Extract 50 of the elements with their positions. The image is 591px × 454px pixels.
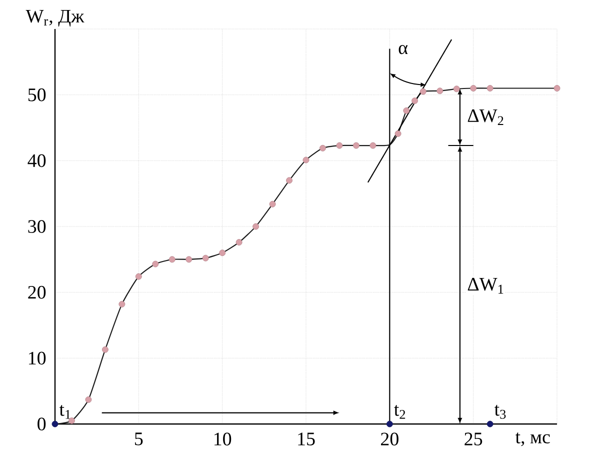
point: [336, 142, 343, 149]
point: [453, 86, 460, 92]
y-tick-label: 40: [28, 154, 46, 168]
point: [302, 156, 310, 164]
y-tick-label: 20: [28, 286, 46, 299]
annotation: ΔW$_{2}$: [468, 109, 504, 126]
point: [470, 85, 477, 92]
point: [486, 85, 494, 92]
point: [420, 88, 426, 95]
point: [320, 144, 326, 152]
point: [403, 107, 410, 114]
point: [236, 239, 242, 246]
x-tick-label: 15: [298, 432, 315, 446]
point: [118, 300, 126, 308]
y-tick-label: 30: [28, 220, 46, 233]
point: [269, 200, 276, 208]
x-tick-label: 5: [135, 432, 143, 446]
point: [52, 420, 58, 428]
x-axis-title: t, мс: [515, 432, 550, 446]
point: [370, 142, 376, 149]
point: [219, 250, 226, 256]
point: [486, 420, 494, 428]
point: [252, 223, 259, 230]
x-tick-label: 20: [380, 432, 398, 446]
y-axis-title: W$_{r}$, Дж: [26, 10, 84, 26]
point: [286, 177, 292, 184]
point: [554, 85, 560, 92]
point: [412, 98, 418, 104]
annotation: t$_{1}$: [59, 405, 70, 419]
point: [152, 260, 159, 268]
annotation: ΔW$_{1}$: [468, 278, 504, 294]
x-tick-label: 25: [464, 432, 482, 446]
point: [102, 346, 108, 353]
point: [168, 256, 176, 263]
annotation: t$_{3}$: [494, 404, 506, 419]
point: [386, 420, 393, 428]
x-tick-label: 10: [214, 432, 232, 446]
point: [394, 130, 402, 137]
annotation: α: [398, 44, 408, 54]
point: [353, 142, 360, 149]
y-tick-label: 10: [29, 352, 46, 365]
annotation: t$_{2}$: [394, 405, 406, 419]
point: [202, 254, 209, 262]
y-tick-label: 0: [38, 418, 46, 430]
point: [186, 256, 192, 263]
point: [436, 88, 444, 94]
point: [68, 418, 75, 424]
y-tick-label: 50: [28, 88, 46, 102]
point: [135, 273, 142, 280]
point: [85, 396, 92, 403]
